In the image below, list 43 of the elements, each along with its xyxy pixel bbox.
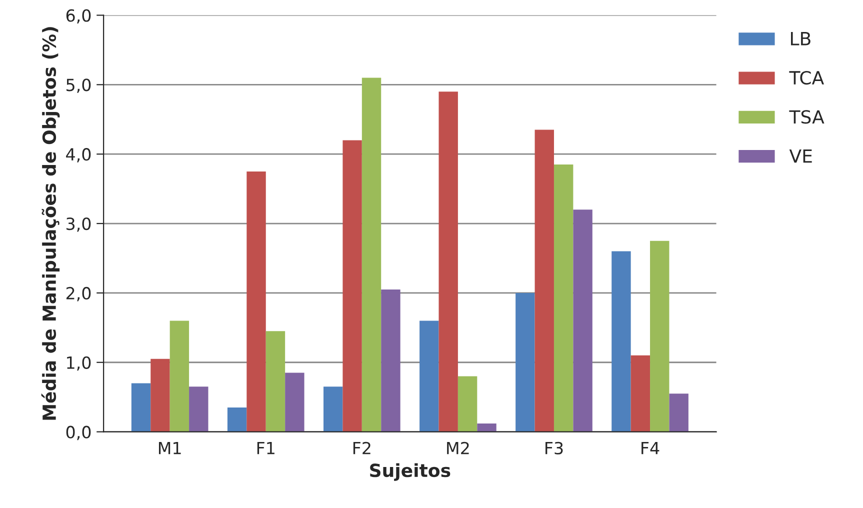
bar xyxy=(573,210,592,432)
bar xyxy=(170,320,190,432)
bar xyxy=(381,289,400,432)
x-tick-label: M2 xyxy=(447,442,469,454)
x-tick-label: F2 xyxy=(353,442,370,454)
bar xyxy=(438,92,458,432)
y-tick-label: 2,0 xyxy=(66,286,91,302)
bar xyxy=(342,140,362,432)
bar xyxy=(534,130,554,432)
legend-label: VE xyxy=(789,149,812,163)
bar xyxy=(227,408,247,432)
x-tick-label: F1 xyxy=(257,442,274,454)
x-tick-label: M1 xyxy=(158,442,181,454)
legend-label: TSA xyxy=(789,110,824,124)
bar xyxy=(420,320,439,432)
bar xyxy=(554,164,574,432)
y-tick-label: 5,0 xyxy=(66,78,91,93)
y-tick-label: 6,0 xyxy=(66,9,91,24)
bar xyxy=(516,292,535,432)
bar xyxy=(285,372,304,432)
bar xyxy=(323,386,343,432)
bar xyxy=(477,423,496,432)
x-tick-label: F3 xyxy=(546,442,563,454)
legend-label: TCA xyxy=(789,70,824,85)
bar xyxy=(150,358,170,432)
y-tick-label: 0,0 xyxy=(66,426,91,440)
y-axis-title: Média de Manipulações de Objetos (%) xyxy=(41,27,60,420)
bar xyxy=(669,394,688,432)
bar xyxy=(189,386,208,432)
y-tick-label: 1,0 xyxy=(67,356,91,371)
y-tick-label: 3,0 xyxy=(66,217,91,232)
bar xyxy=(458,376,478,432)
legend-label: LB xyxy=(790,32,810,46)
bar xyxy=(266,331,286,432)
x-axis-title: Sujeitos xyxy=(370,463,450,481)
bar xyxy=(612,251,631,432)
y-tick-label: 4,0 xyxy=(66,148,91,162)
bar xyxy=(246,171,266,432)
bar xyxy=(362,78,382,432)
bar xyxy=(650,240,670,432)
x-tick-label: F4 xyxy=(642,442,660,454)
bar xyxy=(131,383,151,432)
bar xyxy=(630,355,650,432)
